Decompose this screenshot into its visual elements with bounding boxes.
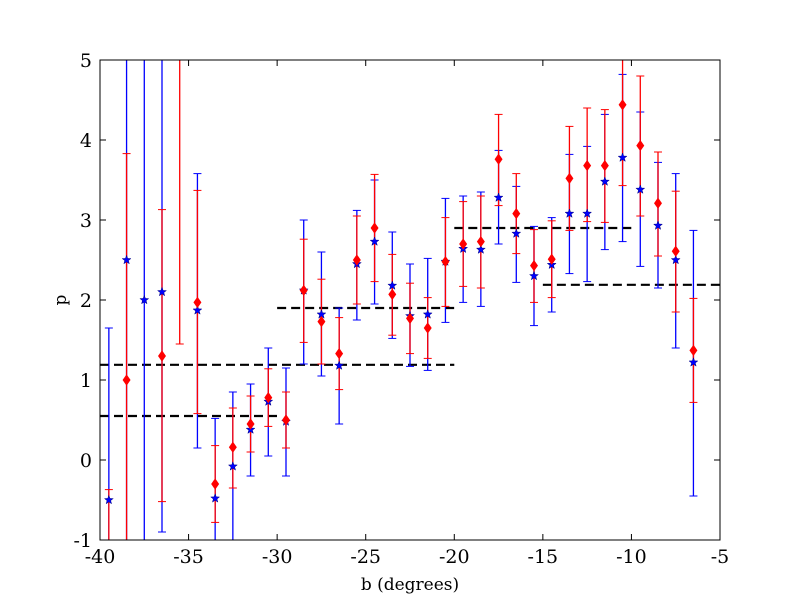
star-marker	[103, 494, 114, 505]
y-tick-label: 5	[80, 50, 92, 72]
star-marker	[635, 184, 646, 194]
diamond-marker	[441, 255, 450, 268]
x-tick-label: -15	[528, 546, 559, 568]
x-tick-label: -20	[439, 546, 470, 568]
star-marker	[121, 254, 132, 265]
diamond-marker	[282, 414, 290, 426]
diamond-marker	[406, 312, 414, 325]
star-marker	[334, 360, 345, 370]
diamond-marker	[494, 153, 503, 165]
diamond-marker	[158, 350, 166, 362]
y-tick-label: -1	[73, 530, 92, 552]
x-tick-label: -5	[711, 546, 730, 568]
diamond-marker	[583, 159, 592, 172]
error-bars	[104, 60, 698, 540]
reference-lines	[100, 226, 720, 418]
diamond-marker	[423, 322, 432, 334]
diamond-marker	[264, 391, 273, 404]
y-tick-label: 3	[80, 210, 92, 232]
star-marker	[156, 286, 168, 297]
y-tick-label: 4	[80, 130, 92, 152]
diamond-marker	[299, 284, 308, 297]
diamond-marker	[618, 99, 627, 111]
star-marker	[192, 305, 203, 315]
diamond-marker	[636, 139, 645, 152]
star-marker	[599, 176, 610, 186]
diamond-marker	[317, 315, 326, 328]
star-marker	[528, 270, 540, 281]
star-marker	[493, 192, 504, 202]
diamond-marker	[600, 159, 609, 172]
diamond-marker	[689, 344, 698, 357]
star-marker	[564, 208, 575, 218]
star-marker	[582, 208, 593, 218]
star-marker	[617, 152, 628, 162]
diamond-marker	[476, 235, 485, 248]
diamond-marker	[246, 418, 255, 430]
x-tick-label: -25	[350, 546, 381, 568]
star-marker	[688, 357, 699, 367]
star-marker	[652, 220, 664, 230]
x-tick-label: -40	[85, 546, 116, 568]
diamond-marker	[654, 197, 662, 209]
star-marker	[227, 461, 238, 471]
diamond-marker	[122, 374, 131, 386]
diamond-marker	[530, 259, 538, 272]
star-marker	[369, 236, 380, 246]
diamond-marker	[671, 245, 680, 257]
star-marker	[210, 493, 221, 503]
data-markers	[103, 31, 699, 505]
star-marker	[387, 280, 398, 290]
diamond-marker	[459, 238, 468, 250]
diamond-marker	[228, 441, 237, 453]
star-marker	[670, 254, 681, 265]
diamond-marker	[335, 347, 344, 360]
diamond-marker	[565, 172, 574, 185]
x-tick-label: -30	[262, 546, 293, 568]
x-tick-label: -10	[616, 546, 647, 568]
star-marker	[139, 294, 150, 305]
diamond-marker	[388, 288, 397, 301]
star-marker	[475, 244, 486, 254]
y-tick-label: 1	[80, 370, 92, 392]
x-axis-label: b (degrees)	[361, 575, 459, 595]
diamond-marker	[193, 296, 202, 309]
y-tick-label: 0	[80, 450, 92, 472]
x-tick-label: -35	[173, 546, 204, 568]
star-marker	[422, 309, 433, 319]
y-tick-label: 2	[80, 290, 92, 312]
diamond-marker	[176, 31, 183, 41]
star-marker	[511, 228, 522, 238]
y-axis-label: p	[51, 294, 71, 305]
diamond-marker	[547, 253, 556, 265]
diamond-marker	[211, 478, 220, 490]
diamond-marker	[512, 207, 521, 220]
diamond-marker	[370, 222, 379, 234]
diamond-marker	[352, 254, 361, 266]
